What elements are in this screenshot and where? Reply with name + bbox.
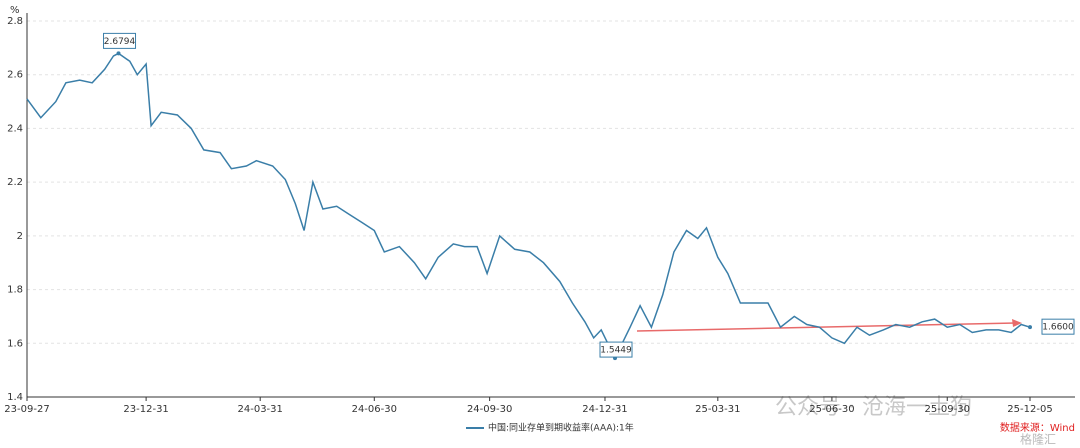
source: 数据来源：Wind xyxy=(1000,421,1075,434)
y-tick-label: 2.6 xyxy=(7,70,23,81)
annotation-label: 1.6600 xyxy=(1042,323,1074,333)
y-tick-label: 2.2 xyxy=(7,177,23,188)
annotation-point xyxy=(1028,325,1032,330)
y-tick-label: 2.4 xyxy=(7,123,23,134)
x-tick-label: 25-06-30 xyxy=(809,404,854,415)
y-unit: % xyxy=(10,5,20,16)
annotation-label: 1.5449 xyxy=(600,346,632,356)
x-tick-label: 24-12-31 xyxy=(582,404,627,415)
y-tick-label: 2.8 xyxy=(7,16,23,27)
annotation-point xyxy=(116,51,121,56)
x-tick-label: 24-06-30 xyxy=(352,404,397,415)
y-tick-label: 1.8 xyxy=(7,285,23,296)
x-tick-label: 24-03-31 xyxy=(238,404,283,415)
annotation-box xyxy=(1041,318,1075,335)
annotation-box xyxy=(599,341,633,358)
annotation-box xyxy=(103,32,137,49)
x-tick-label: 25-12-05 xyxy=(1007,404,1052,415)
annotation: 1.6600 xyxy=(1028,318,1075,335)
logo: 格隆汇 xyxy=(1020,432,1056,447)
x-tick-label: 24-09-30 xyxy=(467,404,512,415)
x-tick-label: 23-12-31 xyxy=(123,404,168,415)
y-tick-label: 1.6 xyxy=(7,338,23,349)
y-tick-label: 1.4 xyxy=(7,392,23,403)
x-tick-label: 25-03-31 xyxy=(695,404,740,415)
trend-arrow-head xyxy=(1012,319,1022,327)
annotation: 2.6794 xyxy=(103,32,137,56)
data-line xyxy=(26,52,1031,360)
legend-label: 中国:同业存单到期收益率(AAA):1年 xyxy=(488,422,634,434)
annotation: 1.5449 xyxy=(599,341,633,361)
trend-arrow xyxy=(636,322,1017,332)
y-tick-label: 2 xyxy=(17,231,23,242)
annotation-label: 2.6794 xyxy=(104,37,136,47)
watermark: 公众号 · 沧海一土狗 xyxy=(775,395,972,420)
x-tick-label: 23-09-27 xyxy=(4,404,49,415)
x-tick-label: 25-09-30 xyxy=(925,404,970,415)
